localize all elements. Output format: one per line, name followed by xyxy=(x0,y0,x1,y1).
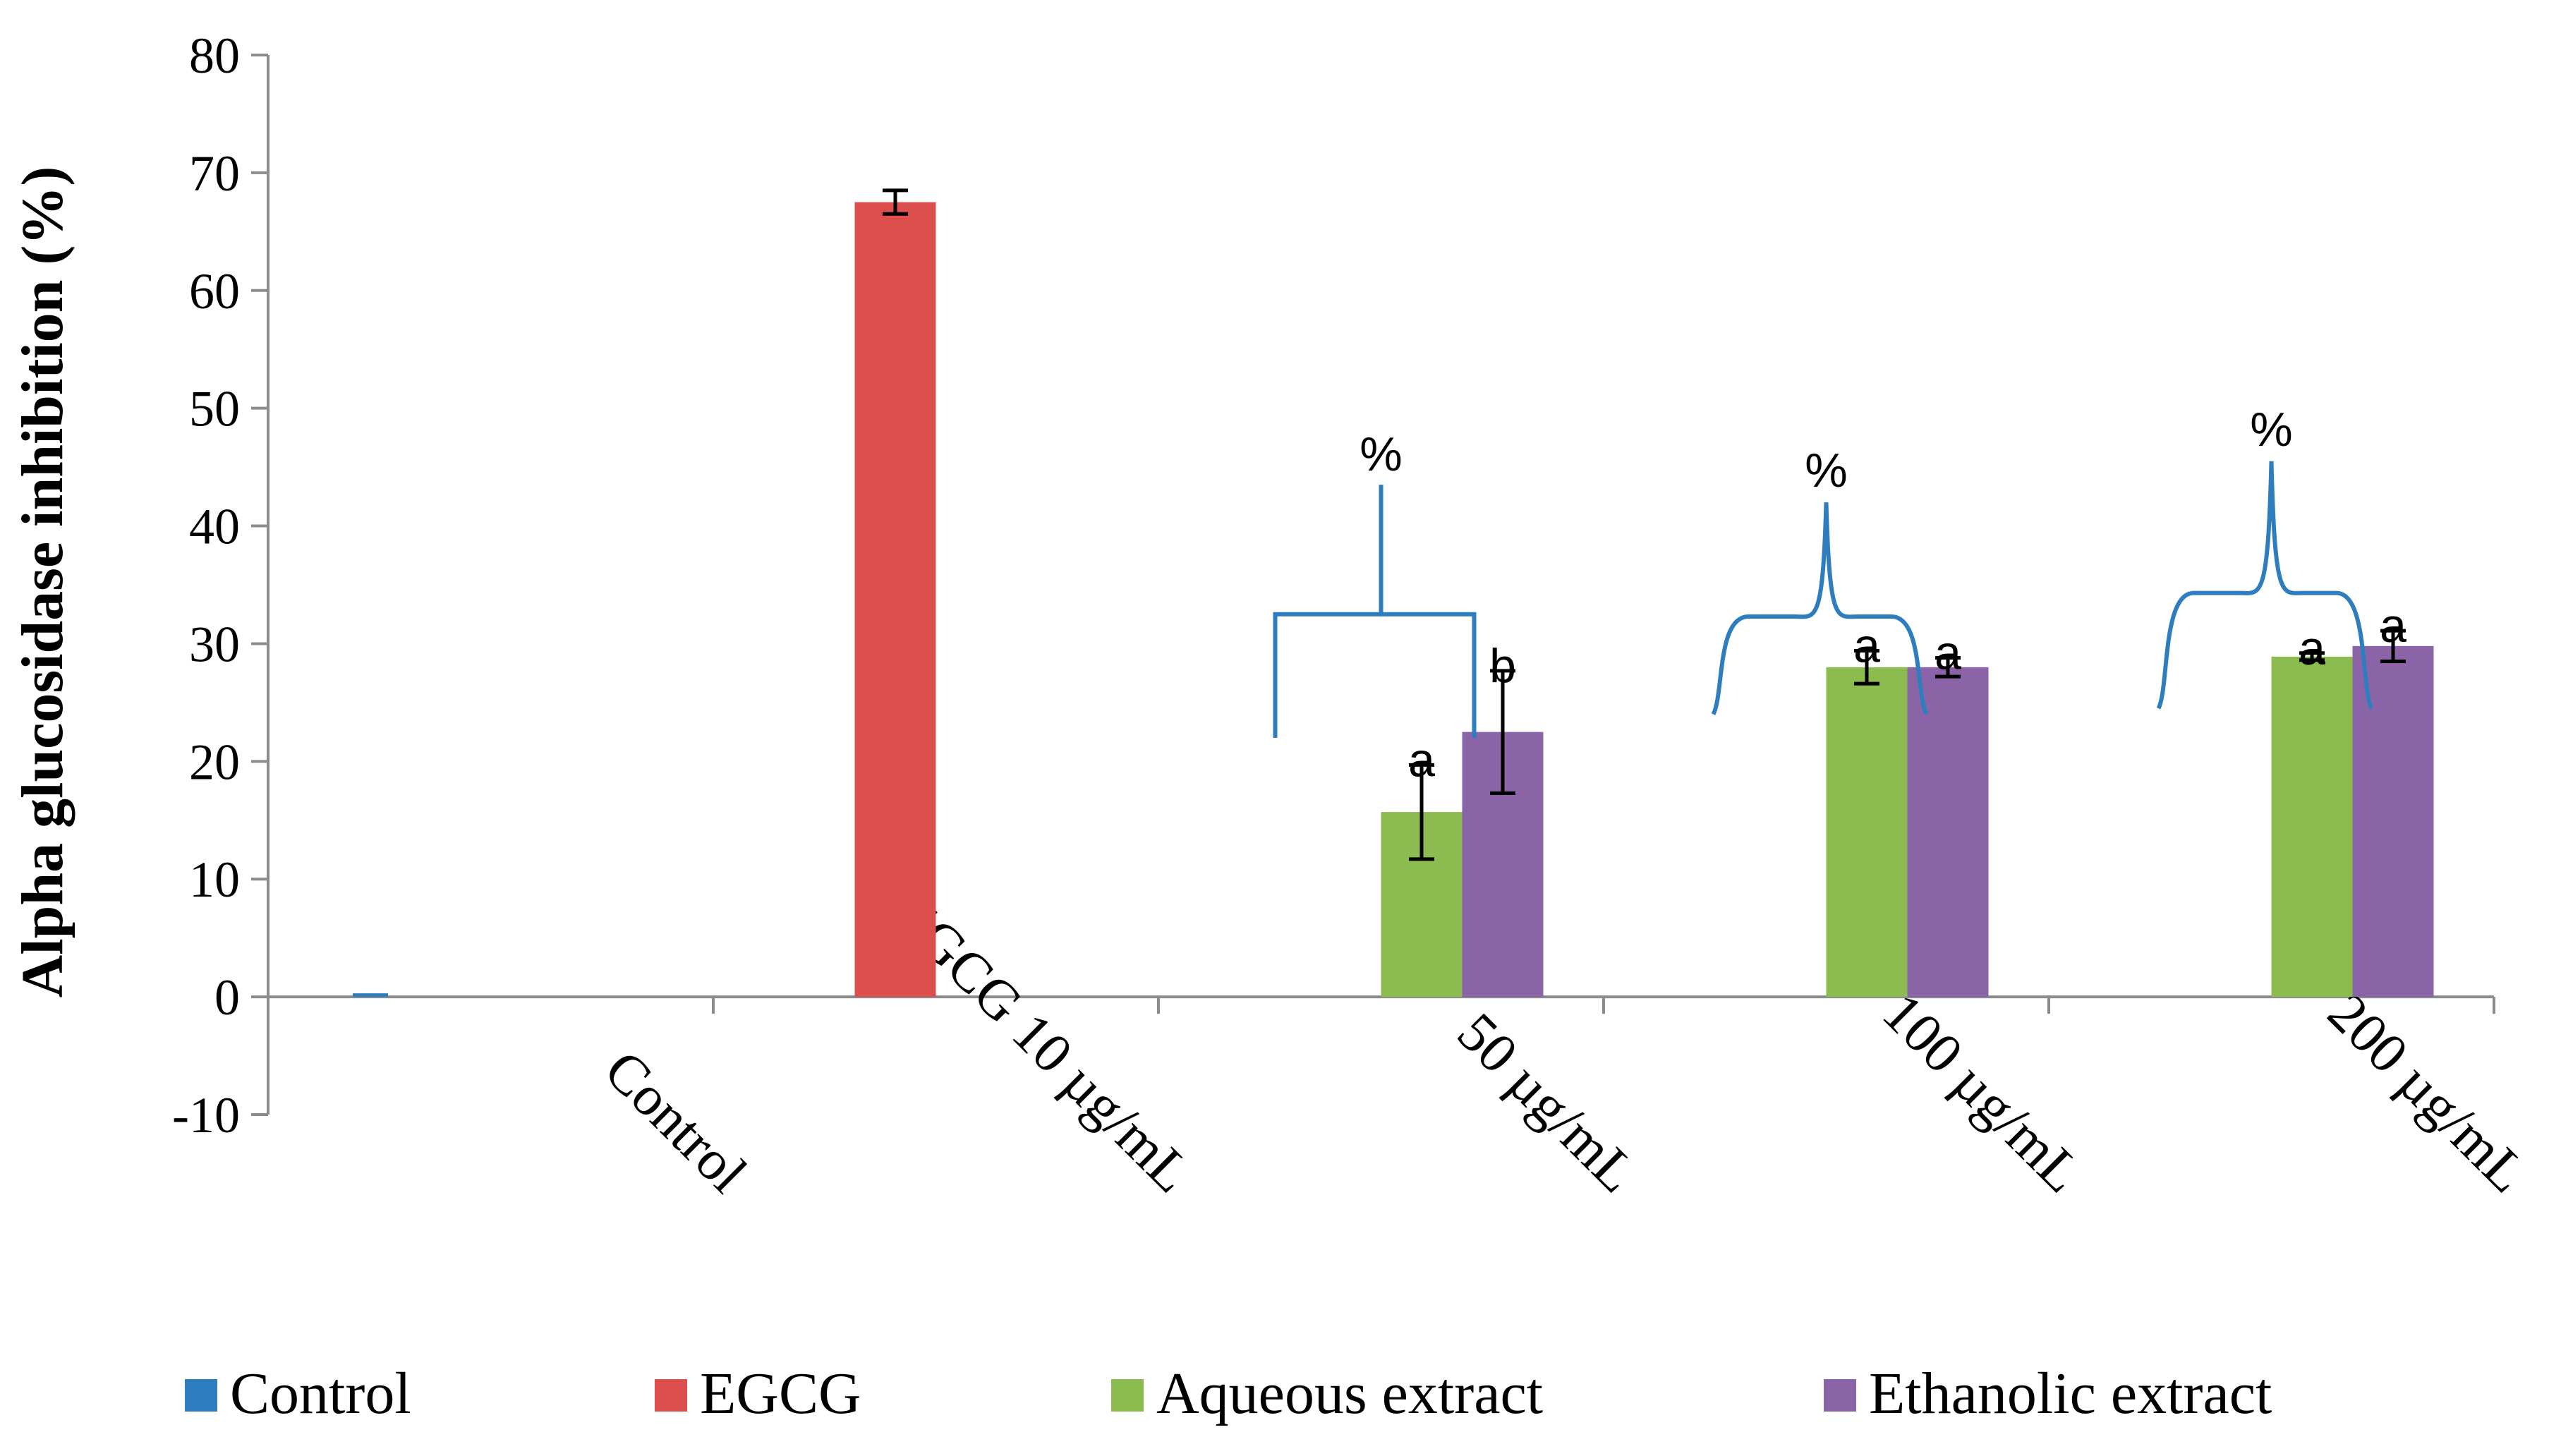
significance-letter: a xyxy=(2299,621,2325,675)
group-significance-mark: % xyxy=(2250,403,2292,456)
error-bars xyxy=(883,188,2406,861)
legend: Control EGCG Aqueous extract Ethanolic extr… xyxy=(185,1361,2272,1426)
legend-label: Aqueous extract xyxy=(1156,1361,1543,1426)
y-tick-label: 20 xyxy=(189,734,240,790)
legend-label: Control xyxy=(230,1361,411,1426)
legend-swatch xyxy=(1824,1379,1856,1412)
legend-label: EGCG xyxy=(700,1361,861,1426)
x-category-label: 200 µg/mL xyxy=(2316,981,2539,1204)
bar xyxy=(1826,667,1908,997)
legend-swatch xyxy=(1111,1379,1144,1412)
bars xyxy=(353,202,2434,997)
significance-annotations: aa ab aa%%% xyxy=(1273,403,2406,787)
y-tick-label: 0 xyxy=(214,969,240,1026)
y-tick-label: 80 xyxy=(189,28,240,84)
bar xyxy=(1907,667,1989,997)
significance-letter: a xyxy=(1935,626,1961,679)
group-significance-mark: % xyxy=(1805,444,1847,497)
y-tick-label: 60 xyxy=(189,263,240,320)
y-tick-label: 10 xyxy=(189,851,240,908)
significance-letter: b xyxy=(1489,639,1516,693)
y-axis-label: Alpha glucosidase inhibition (%) xyxy=(10,166,75,998)
x-category-label: 50 µg/mL xyxy=(1446,1002,1649,1205)
y-tick-label: 70 xyxy=(189,145,240,202)
significance-letter: a xyxy=(1408,733,1435,787)
y-tick-label: 30 xyxy=(189,616,240,672)
group-bracket xyxy=(2156,461,2374,710)
significance-letter: a xyxy=(2380,599,2406,653)
bar xyxy=(353,993,388,997)
x-category-label: 100 µg/mL xyxy=(1871,981,2094,1204)
legend-swatch xyxy=(655,1379,687,1412)
group-significance-mark: % xyxy=(1360,427,1402,481)
group-bracket xyxy=(1711,502,1929,715)
y-tick-label: -10 xyxy=(172,1087,240,1143)
y-tick-label: 40 xyxy=(189,499,240,555)
group-bracket xyxy=(1273,485,1477,738)
significance-letter: a xyxy=(1853,619,1880,672)
legend-label: Ethanolic extract xyxy=(1869,1361,2272,1426)
legend-swatch xyxy=(185,1379,217,1412)
y-tick-label: 50 xyxy=(189,381,240,437)
x-category-label: Control xyxy=(593,1039,758,1205)
bar xyxy=(2271,656,2353,997)
bar xyxy=(854,202,936,997)
bar xyxy=(2352,645,2434,997)
